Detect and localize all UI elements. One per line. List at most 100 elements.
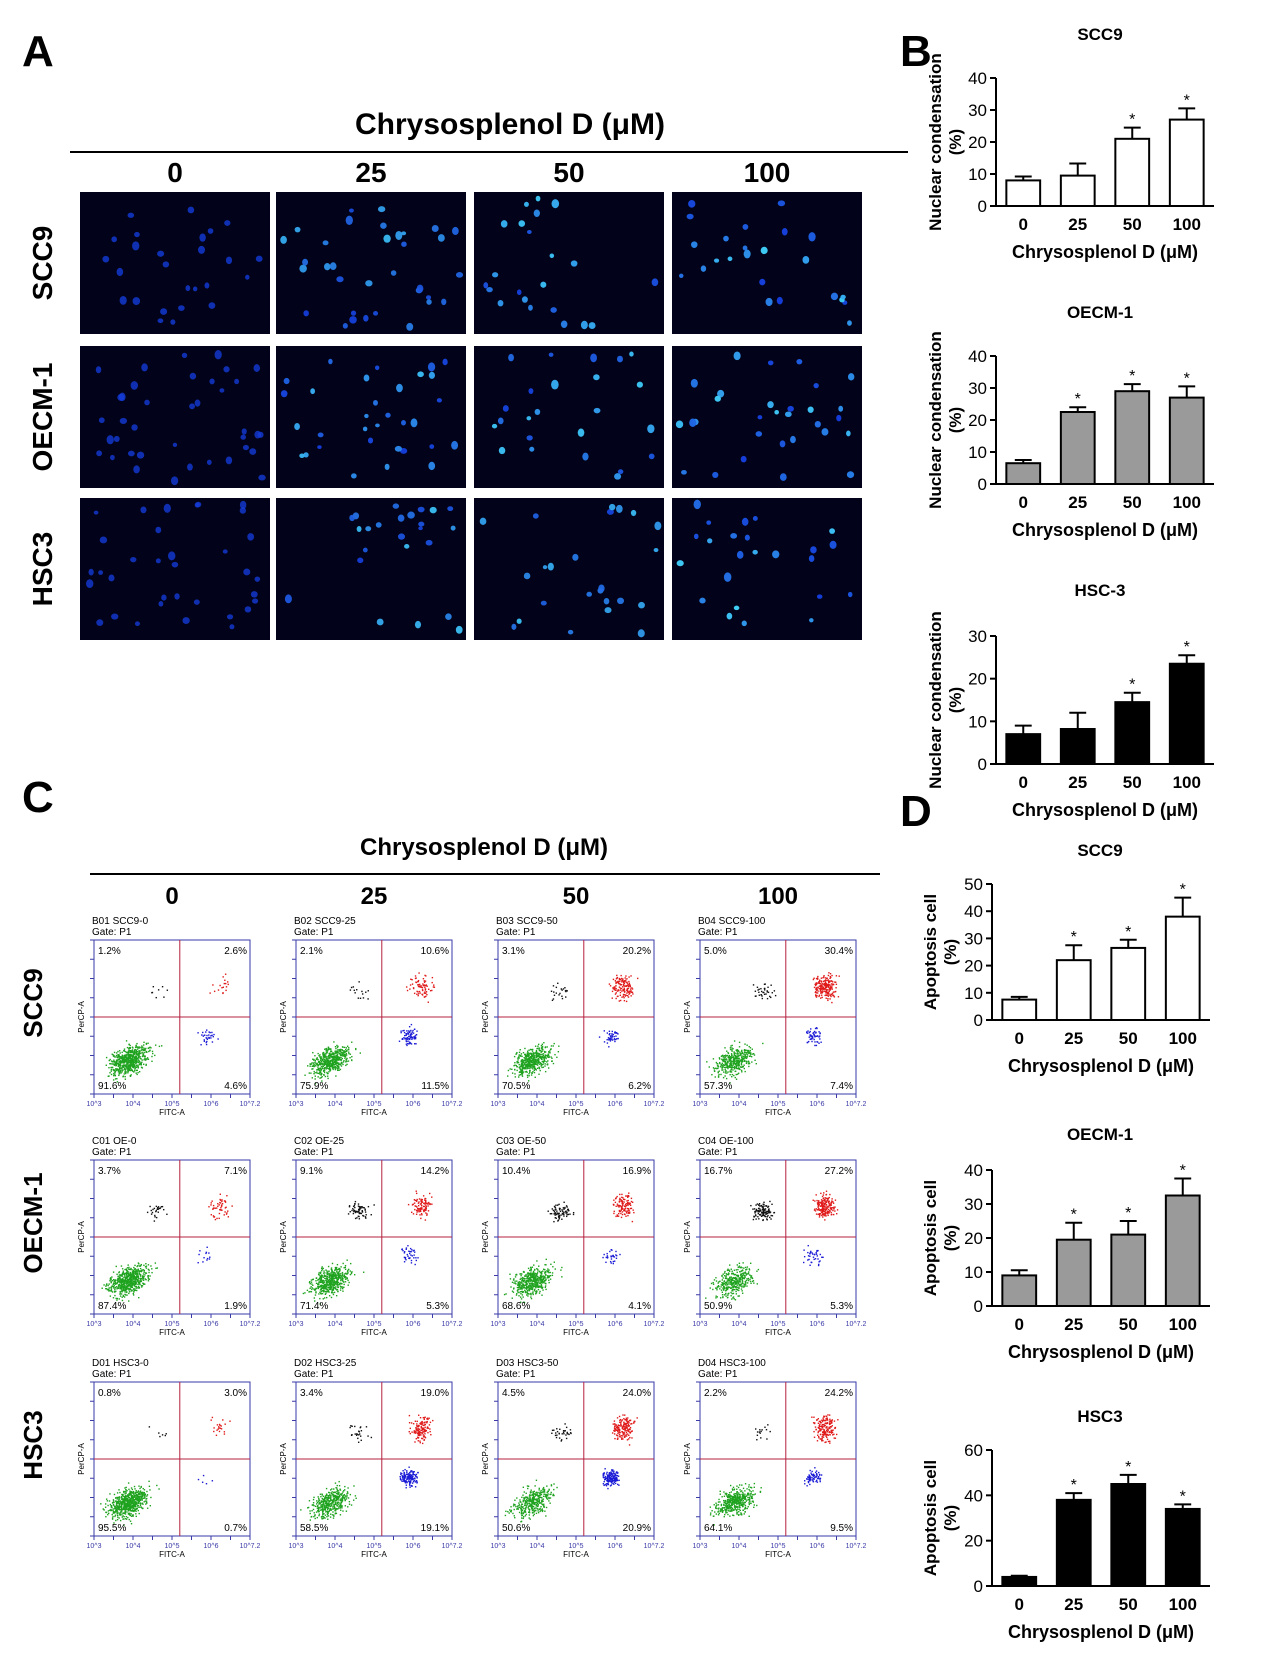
nucleus bbox=[376, 618, 384, 626]
event-dot bbox=[741, 1056, 743, 1059]
event-dot bbox=[516, 1280, 518, 1282]
event-dot bbox=[725, 1064, 727, 1066]
event-dot bbox=[314, 1294, 317, 1296]
event-dot bbox=[120, 1282, 122, 1284]
event-dot bbox=[431, 1203, 433, 1205]
event-dot bbox=[122, 1294, 125, 1297]
event-dot bbox=[529, 1067, 531, 1069]
event-dot bbox=[713, 1070, 716, 1072]
event-dot bbox=[411, 1036, 414, 1039]
event-dot bbox=[608, 1037, 610, 1040]
x-tick-label: 10^3 bbox=[491, 1321, 506, 1328]
event-dot bbox=[320, 1285, 322, 1288]
nucleus bbox=[588, 322, 596, 330]
event-dot bbox=[330, 1267, 333, 1269]
event-dot bbox=[359, 1206, 361, 1209]
event-dot bbox=[135, 1049, 137, 1052]
event-dot bbox=[131, 1282, 134, 1285]
event-dot bbox=[824, 980, 827, 982]
event-dot bbox=[813, 986, 816, 989]
event-dot bbox=[125, 1280, 128, 1282]
event-dot bbox=[145, 1272, 148, 1274]
event-dot bbox=[317, 1287, 320, 1290]
event-dot bbox=[518, 1055, 520, 1058]
event-dot bbox=[516, 1065, 518, 1068]
event-dot bbox=[112, 1279, 115, 1281]
event-dot bbox=[541, 1058, 543, 1061]
event-dot bbox=[337, 1063, 340, 1066]
nucleus bbox=[593, 407, 601, 414]
event-dot bbox=[197, 1261, 199, 1264]
nucleus bbox=[167, 551, 176, 561]
event-dot bbox=[113, 1064, 116, 1066]
event-dot bbox=[749, 1049, 752, 1052]
event-dot bbox=[113, 1282, 115, 1284]
event-dot bbox=[742, 1052, 744, 1055]
event-dot bbox=[138, 1279, 140, 1282]
event-dot bbox=[540, 1280, 542, 1283]
event-dot bbox=[326, 1061, 328, 1063]
event-dot bbox=[346, 1271, 349, 1273]
nucleus bbox=[808, 232, 816, 242]
event-dot bbox=[347, 1269, 349, 1272]
nucleus bbox=[455, 272, 464, 278]
event-dot bbox=[307, 1065, 309, 1067]
event-dot bbox=[531, 1048, 534, 1051]
event-dot bbox=[134, 1068, 136, 1070]
event-dot bbox=[318, 1286, 321, 1288]
event-dot bbox=[131, 1274, 133, 1276]
event-dot bbox=[527, 1058, 529, 1061]
event-dot bbox=[161, 1205, 164, 1208]
event-dot bbox=[145, 1047, 147, 1050]
event-dot bbox=[354, 1200, 357, 1203]
event-dot bbox=[101, 1287, 103, 1289]
event-dot bbox=[114, 1072, 116, 1074]
event-dot bbox=[120, 1288, 123, 1290]
event-dot bbox=[118, 1286, 120, 1288]
event-dot bbox=[121, 1273, 124, 1276]
event-dot bbox=[324, 1062, 327, 1065]
event-dot bbox=[537, 1045, 539, 1047]
event-dot bbox=[530, 1072, 533, 1074]
event-dot bbox=[119, 1281, 121, 1284]
event-dot bbox=[414, 1205, 416, 1207]
event-dot bbox=[323, 1291, 325, 1293]
nucleus bbox=[280, 390, 288, 398]
event-dot bbox=[328, 1291, 330, 1293]
event-dot bbox=[419, 1214, 421, 1216]
event-dot bbox=[312, 1068, 314, 1070]
event-dot bbox=[755, 1062, 757, 1065]
event-dot bbox=[819, 1035, 821, 1037]
event-dot bbox=[133, 1285, 136, 1287]
event-dot bbox=[530, 1276, 532, 1279]
event-dot bbox=[532, 1054, 534, 1056]
event-dot bbox=[127, 1278, 129, 1281]
event-dot bbox=[616, 990, 619, 992]
event-dot bbox=[538, 1061, 540, 1063]
event-dot bbox=[811, 1038, 813, 1040]
event-dot bbox=[740, 1064, 743, 1066]
event-dot bbox=[340, 1061, 343, 1064]
nucleus bbox=[134, 231, 140, 238]
event-dot bbox=[109, 1277, 112, 1279]
event-dot bbox=[129, 1285, 131, 1287]
event-dot bbox=[706, 1061, 708, 1063]
event-dot bbox=[315, 1063, 317, 1065]
event-dot bbox=[127, 1282, 129, 1284]
event-dot bbox=[538, 1265, 540, 1267]
event-dot bbox=[115, 1060, 117, 1063]
event-dot bbox=[155, 1210, 157, 1213]
event-dot bbox=[310, 1281, 313, 1283]
event-dot bbox=[628, 984, 630, 986]
event-dot bbox=[319, 1280, 321, 1282]
nucleus bbox=[181, 352, 188, 358]
nucleus bbox=[390, 270, 397, 276]
event-dot bbox=[335, 1063, 337, 1066]
nucleus bbox=[425, 539, 433, 546]
event-dot bbox=[618, 977, 621, 980]
event-dot bbox=[517, 1291, 519, 1293]
event-dot bbox=[349, 1211, 351, 1213]
event-dot bbox=[327, 1289, 330, 1292]
nucleus bbox=[733, 605, 740, 611]
event-dot bbox=[138, 1071, 141, 1073]
